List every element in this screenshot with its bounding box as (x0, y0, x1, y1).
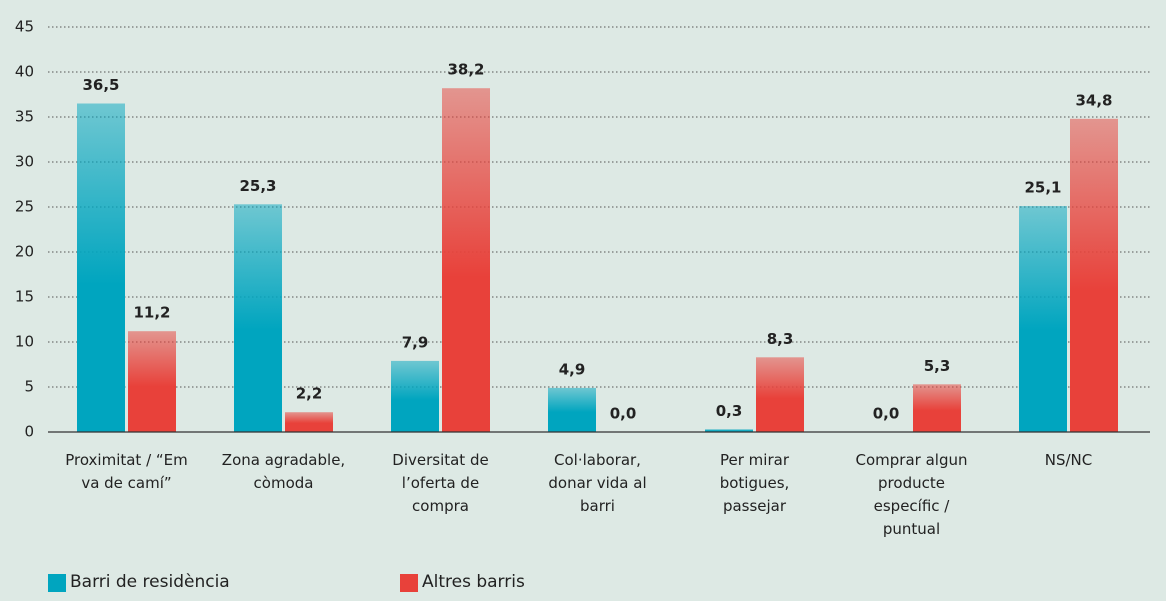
value-label: 38,2 (447, 61, 484, 79)
y-tick-label: 5 (24, 378, 34, 396)
value-label: 7,9 (402, 333, 429, 351)
bar (756, 357, 804, 432)
bar (1019, 206, 1067, 432)
value-label: 8,3 (767, 330, 794, 348)
value-label: 25,1 (1024, 179, 1061, 197)
y-tick-label: 35 (15, 108, 34, 126)
x-tick-label: Per mirar botigues, passejar (719, 451, 790, 515)
value-label: 2,2 (296, 385, 323, 403)
y-tick-label: 45 (15, 18, 34, 36)
value-label: 0,3 (716, 402, 743, 420)
x-tick-label: Zona agradable, còmoda (221, 451, 346, 492)
value-label: 34,8 (1075, 91, 1112, 109)
x-tick-label: Col·laborar, donar vida al barri (548, 451, 647, 515)
x-tick-label: NS/NC (1044, 451, 1093, 469)
value-label: 36,5 (82, 76, 119, 94)
legend-swatch (48, 574, 66, 592)
bar (1070, 118, 1118, 433)
legend-swatch (400, 574, 418, 592)
y-tick-label: 20 (15, 243, 34, 261)
bar (913, 384, 961, 432)
bar (128, 331, 176, 432)
bar (234, 204, 282, 432)
legend-label: Altres barris (422, 572, 525, 592)
y-tick-label: 40 (15, 63, 34, 81)
y-tick-label: 0 (24, 423, 34, 441)
value-label: 4,9 (559, 360, 586, 378)
bar (391, 360, 439, 432)
x-tick-label: Comprar algun producte específic / puntu… (855, 451, 968, 538)
x-tick-label: Proximitat / “Em va de camí” (65, 451, 188, 492)
value-label: 0,0 (610, 405, 637, 423)
bar (285, 412, 333, 432)
x-tick-label: Diversitat de l’oferta de compra (392, 451, 489, 515)
y-tick-label: 25 (15, 198, 34, 216)
y-tick-label: 30 (15, 153, 34, 171)
value-label: 5,3 (924, 357, 951, 375)
value-label: 11,2 (133, 304, 170, 322)
value-label: 0,0 (873, 405, 900, 423)
y-tick-label: 10 (15, 333, 34, 351)
bar (442, 88, 490, 432)
y-tick-label: 15 (15, 288, 34, 306)
bar (548, 387, 596, 432)
bar (705, 429, 753, 432)
bar (77, 103, 125, 432)
value-label: 25,3 (239, 177, 276, 195)
legend-label: Barri de residència (70, 572, 230, 592)
